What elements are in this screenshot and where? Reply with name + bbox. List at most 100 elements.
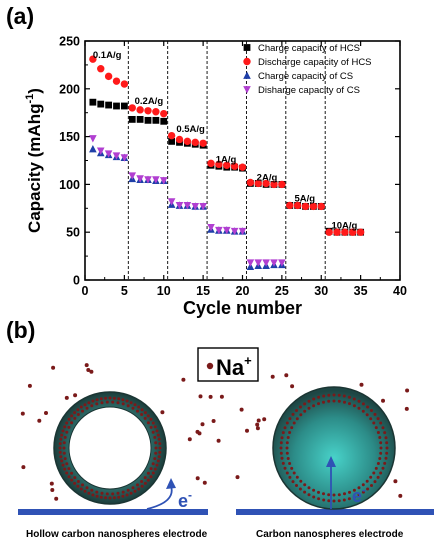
sodium-ion-dot	[295, 484, 298, 487]
sodium-ion-dot	[283, 466, 287, 470]
sodium-ion-dot	[67, 475, 71, 479]
sodium-ion-dot	[373, 412, 377, 416]
sodium-ion-dot	[357, 493, 361, 497]
rate-capability-chart: 0 5 10 15 20 25 30 35 40 0 50 100 150 200 250 Cycle num…	[24, 35, 407, 319]
svg-text:Na+: Na+	[216, 353, 252, 380]
sodium-ion-dot	[379, 421, 383, 425]
sodium-ion-dot	[146, 414, 150, 418]
data-point	[96, 147, 105, 155]
sodium-ion-dot	[255, 426, 260, 431]
data-point	[246, 178, 255, 187]
data-point	[349, 228, 357, 236]
sodium-ion-dot	[187, 437, 192, 442]
sodium-ion-dot	[365, 479, 369, 483]
sodium-ion-dot	[359, 382, 364, 387]
sodium-ion-dot	[84, 363, 89, 368]
sodium-ion-dot	[322, 400, 325, 404]
y-tick-label: 200	[59, 82, 80, 96]
panel-b-label: (b)	[6, 317, 35, 343]
sodium-ion-dot	[385, 451, 389, 455]
data-point	[128, 115, 136, 123]
sodium-ion-dot	[288, 475, 292, 479]
data-point	[207, 159, 215, 168]
sodium-ion-dot	[85, 406, 89, 410]
sodium-ion-dot	[337, 499, 341, 503]
sodium-ion-dot	[286, 436, 290, 439]
electron-path-left	[146, 478, 176, 510]
y-tick-label: 150	[59, 130, 80, 144]
sodium-ion-dot	[151, 430, 155, 434]
sodium-ion-dot	[383, 431, 387, 435]
sodium-ion-dot	[137, 405, 141, 409]
sodium-ion-dot	[44, 411, 48, 415]
data-point	[112, 152, 121, 160]
sodium-ion-dot	[140, 408, 144, 412]
sodium-ion-dot	[195, 429, 200, 434]
sodium-ion-dot	[370, 409, 373, 412]
sodium-ion-dot	[317, 402, 320, 406]
sodium-ion-dot	[383, 461, 387, 465]
sodium-ion-dot	[64, 395, 69, 400]
sodium-ion-dot	[58, 450, 62, 454]
sodium-ion-dot	[63, 467, 67, 471]
data-point	[246, 259, 255, 267]
x-tick-label: 25	[275, 284, 289, 298]
sodium-ion-dot	[327, 493, 331, 497]
sodium-ion-dot	[140, 484, 144, 488]
sodium-ion-dot	[299, 479, 303, 483]
sodium-ion-dot	[58, 442, 62, 446]
sodium-ion-dot	[365, 413, 369, 417]
sodium-ion-dot	[20, 411, 25, 416]
data-point	[238, 227, 247, 236]
data-point	[191, 138, 199, 147]
sodium-ion-dot	[73, 393, 78, 398]
sodium-ion-dot	[117, 495, 121, 499]
sodium-ion-dot	[157, 437, 161, 441]
sodium-ion-dot	[286, 457, 290, 460]
sodium-ion-dot	[312, 488, 316, 492]
sodium-ion-dot	[337, 493, 341, 497]
sodium-ion-dot	[112, 396, 116, 400]
data-point	[325, 228, 333, 236]
sodium-ion-dot	[133, 403, 137, 407]
data-point	[278, 180, 286, 189]
sodium-ion-dot	[116, 491, 120, 495]
sodium-ion-dot	[105, 400, 109, 404]
data-point	[104, 72, 113, 81]
sodium-ion-dot	[160, 410, 165, 415]
sodium-ion-dot	[307, 399, 311, 403]
rate-label: 0.1A/g	[93, 50, 122, 61]
sodium-ion-dot	[146, 478, 150, 482]
sodium-ion-dot	[379, 471, 383, 475]
data-point	[160, 109, 168, 118]
sodium-ion-dot	[70, 471, 74, 475]
legend-marker	[243, 44, 251, 51]
sodium-ion-dot	[95, 494, 99, 498]
sodium-ion-dot	[280, 436, 284, 440]
data-point	[215, 160, 223, 169]
sodium-ion-dot	[62, 446, 66, 450]
sodium-ion-dot	[280, 456, 284, 460]
sodium-ion-dot	[322, 498, 326, 502]
sodium-ion-dot	[87, 491, 91, 495]
data-point	[120, 80, 129, 88]
data-point	[168, 137, 176, 145]
sodium-ion-dot	[76, 413, 80, 416]
sodium-ion-dot	[378, 457, 382, 460]
data-point	[89, 98, 97, 106]
series-3	[89, 135, 286, 267]
data-point	[128, 104, 136, 112]
sodium-ion-dot	[291, 412, 295, 416]
sodium-ion-dot	[357, 406, 361, 410]
right-substrate	[236, 509, 434, 515]
data-point	[113, 102, 120, 110]
sodium-ion-dot	[121, 494, 125, 498]
sodium-ion-dot	[285, 451, 289, 455]
data-point	[97, 100, 105, 108]
sodium-ion-dot	[288, 462, 292, 465]
sodium-ion-dot	[50, 488, 55, 492]
sodium-ion-dot	[155, 429, 159, 433]
sodium-ion-dot	[290, 466, 294, 470]
sodium-ion-dot	[62, 441, 66, 445]
legend: Charge capacity of HCS Discharge capacity…	[243, 43, 372, 96]
